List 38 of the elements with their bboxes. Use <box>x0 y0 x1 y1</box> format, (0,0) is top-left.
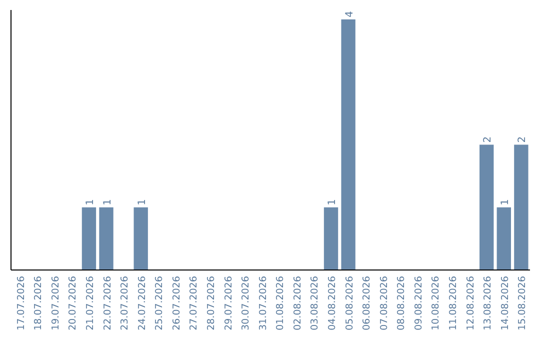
x-tick-label: 07.08.2026 <box>378 276 390 330</box>
x-tick-label: 09.08.2026 <box>413 276 424 330</box>
data-label: 4 <box>344 11 356 18</box>
data-label: 2 <box>482 136 494 143</box>
x-tick-label: 11.08.2026 <box>448 276 460 330</box>
x-tick-label: 18.07.2026 <box>33 276 44 330</box>
x-tick-label: 10.08.2026 <box>430 276 442 330</box>
x-tick-label: 26.07.2026 <box>171 276 182 330</box>
x-tick-label: 22.07.2026 <box>102 276 114 330</box>
x-tick-label: 05.08.2026 <box>344 276 356 330</box>
x-tick-label: 24.07.2026 <box>136 276 148 330</box>
x-tick-label: 30.07.2026 <box>240 276 252 330</box>
data-label: 2 <box>517 136 528 143</box>
x-tick-label: 02.08.2026 <box>292 276 304 330</box>
x-tick-label: 31.07.2026 <box>258 276 269 330</box>
x-tick-label: 06.08.2026 <box>362 276 373 330</box>
x-tick-label: 21.07.2026 <box>84 276 96 330</box>
data-label: 1 <box>102 198 114 206</box>
x-tick-label: 17.07.2026 <box>16 276 27 330</box>
x-tick-label: 28.07.2026 <box>206 276 217 330</box>
x-tick-label: 19.07.2026 <box>50 276 62 330</box>
x-tick-label: 01.08.2026 <box>275 276 286 330</box>
x-tick-label: 20.07.2026 <box>68 276 79 330</box>
x-tick-label: 14.08.2026 <box>500 276 511 330</box>
x-tick-label: 13.08.2026 <box>482 276 494 330</box>
x-tick-label: 08.08.2026 <box>396 276 408 330</box>
x-tick-label: 12.08.2026 <box>465 276 476 330</box>
x-tick-label: 25.07.2026 <box>154 276 166 330</box>
x-tick-label: 04.08.2026 <box>327 276 338 330</box>
data-label: 1 <box>136 198 148 206</box>
x-tick-label: 15.08.2026 <box>517 276 528 330</box>
x-tick-label: 29.07.2026 <box>223 276 234 330</box>
x-tick-label: 03.08.2026 <box>310 276 321 330</box>
x-tick-label: 23.07.2026 <box>120 276 131 330</box>
data-label: 1 <box>327 198 338 206</box>
data-label: 1 <box>84 198 96 206</box>
data-label: 1 <box>500 198 511 206</box>
x-tick-label: 27.07.2026 <box>188 276 200 330</box>
